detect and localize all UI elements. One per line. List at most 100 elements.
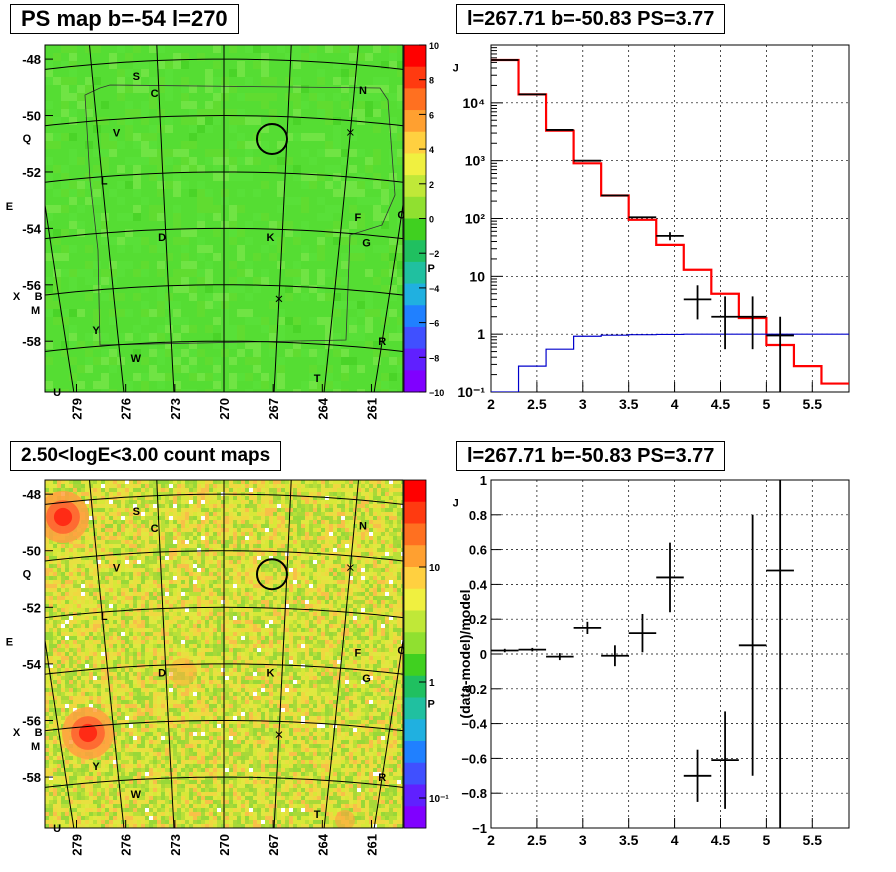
map-pixel: [177, 600, 181, 604]
map-pixel: [345, 500, 349, 504]
map-pixel: [329, 556, 333, 560]
map-pixel: [93, 588, 97, 592]
map-pixel: [173, 604, 177, 608]
map-pixel: [253, 516, 257, 520]
map-pixel: [205, 636, 209, 640]
map-pixel: [213, 564, 217, 568]
map-pixel: [369, 552, 373, 556]
map-pixel: [93, 500, 97, 504]
map-pixel: [189, 568, 193, 572]
map-pixel: [241, 568, 245, 572]
map-pixel: [285, 640, 289, 644]
map-pixel: [365, 636, 369, 640]
map-pixel: [61, 317, 69, 325]
map-pixel: [369, 616, 373, 620]
map-pixel: [281, 628, 285, 632]
map-pixel: [289, 648, 293, 652]
map-pixel: [205, 580, 209, 584]
map-pixel: [357, 564, 361, 568]
map-pixel: [225, 516, 229, 520]
map-pixel: [305, 568, 309, 572]
map-pixel: [189, 101, 197, 109]
map-pixel: [57, 652, 61, 656]
map-pixel: [77, 181, 85, 189]
map-pixel: [249, 576, 253, 580]
map-pixel: [113, 480, 117, 484]
map-pixel: [249, 580, 253, 584]
map-pixel: [205, 269, 213, 277]
map-pixel: [61, 341, 69, 349]
map-pixel: [321, 652, 325, 656]
map-pixel: [325, 608, 329, 612]
map-pixel: [153, 640, 157, 644]
map-pixel: [221, 512, 225, 516]
map-pixel: [389, 568, 393, 572]
map-pixel: [97, 572, 101, 576]
map-pixel: [393, 628, 397, 632]
map-pixel: [97, 492, 101, 496]
map-pixel: [293, 544, 297, 548]
map-pixel: [353, 612, 357, 616]
map-pixel: [205, 648, 209, 652]
map-pixel: [365, 556, 369, 560]
map-pixel: [185, 488, 189, 492]
map-pixel: [61, 488, 65, 492]
map-pixel: [213, 520, 217, 524]
map-pixel: [373, 576, 377, 580]
map-pixel: [277, 548, 281, 552]
map-pixel: [49, 656, 53, 660]
map-pixel: [225, 612, 229, 616]
map-pixel: [101, 608, 105, 612]
map-pixel: [181, 636, 185, 640]
map-pixel: [101, 480, 105, 484]
map-pixel: [317, 512, 321, 516]
map-pixel: [329, 548, 333, 552]
map-pixel: [357, 608, 361, 612]
map-pixel: [137, 548, 141, 552]
map-pixel: [341, 588, 345, 592]
map-pixel: [133, 213, 141, 221]
map-pixel: [357, 117, 365, 125]
map-pixel: [321, 576, 325, 580]
map-pixel: [185, 504, 189, 508]
map-pixel: [125, 528, 129, 532]
map-pixel: [293, 572, 297, 576]
map-pixel: [129, 556, 133, 560]
map-pixel: [165, 69, 173, 77]
map-pixel: [369, 596, 373, 600]
map-pixel: [149, 532, 153, 536]
map-pixel: [369, 620, 373, 624]
map-pixel: [97, 544, 101, 548]
map-pixel: [257, 604, 261, 608]
map-pixel: [333, 484, 337, 488]
map-pixel: [241, 560, 245, 564]
map-pixel: [149, 624, 153, 628]
map-pixel: [233, 572, 237, 576]
map-pixel: [69, 576, 73, 580]
map-pixel: [313, 560, 317, 564]
map-pixel: [153, 540, 157, 544]
map-pixel: [157, 564, 161, 568]
map-pixel: [253, 616, 257, 620]
map-pixel: [249, 628, 253, 632]
map-pixel: [117, 309, 125, 317]
map-pixel: [321, 628, 325, 632]
map-pixel: [69, 540, 73, 544]
map-pixel: [369, 528, 373, 532]
map-pixel: [49, 580, 53, 584]
map-pixel: [133, 652, 137, 656]
map-pixel: [285, 584, 289, 588]
map-pixel: [109, 269, 117, 277]
map-pixel: [349, 584, 353, 588]
map-pixel: [325, 213, 333, 221]
map-pixel: [361, 512, 365, 516]
map-pixel: [365, 596, 369, 600]
map-pixel: [297, 600, 301, 604]
map-pixel: [133, 516, 137, 520]
map-pixel: [65, 624, 69, 628]
map-pixel: [69, 656, 73, 660]
map-pixel: [305, 576, 309, 580]
map-pixel: [325, 556, 329, 560]
map-pixel: [149, 125, 157, 133]
map-pixel: [297, 488, 301, 492]
